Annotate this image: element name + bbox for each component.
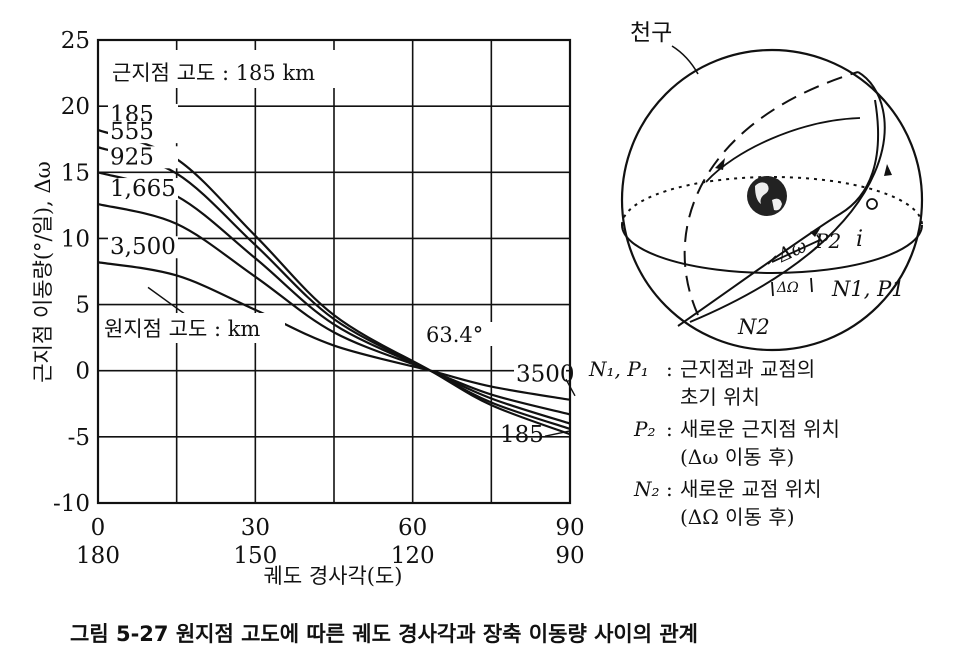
celestial-sphere-label: 천구 xyxy=(630,20,672,46)
right-label-bottom: 185 xyxy=(500,422,544,448)
y-tick-label: 20 xyxy=(61,94,90,120)
orbit-arc-upper xyxy=(706,118,860,182)
chart-annotation: 근지점 고도 : 185 km xyxy=(112,61,315,85)
legend-colon: : xyxy=(666,417,673,441)
series-label: 3,500 xyxy=(110,234,176,260)
inclination-label: i xyxy=(856,227,863,252)
x-axis-ticks: 0 30 60 90 xyxy=(91,515,585,541)
y-tick-label: 0 xyxy=(75,359,90,385)
p2-label: P2 xyxy=(814,229,841,253)
y-tick-label: -5 xyxy=(68,425,90,451)
y-axis-ticks: 25 20 15 10 5 0 -5 -10 xyxy=(53,28,90,517)
x-axis-label: 궤도 경사각(도) xyxy=(264,564,403,588)
n2-label: N2 xyxy=(737,315,770,339)
series-label: 555 xyxy=(110,119,154,145)
legend-key: N₂ xyxy=(633,477,660,501)
y-tick-label: -10 xyxy=(53,491,90,517)
delta-omega-label: Δω xyxy=(774,235,811,267)
series-label: 925 xyxy=(110,144,154,170)
pointer-line xyxy=(672,46,698,74)
orbit-arrow-icon xyxy=(884,164,892,176)
x-tick-label-secondary: 90 xyxy=(555,543,584,569)
figure-caption: 그림 5-27 원지점 고도에 따른 궤도 경사각과 장축 이동량 사이의 관계 xyxy=(70,622,698,646)
x-tick-label-secondary: 180 xyxy=(76,543,120,569)
equator-front xyxy=(622,225,922,273)
series-header: 원지점 고도 : km xyxy=(104,317,260,341)
legend-text: (Δω 이동 후) xyxy=(680,445,794,469)
y-tick-label: 10 xyxy=(61,226,90,252)
delta-big-omega-label: ΔΩ xyxy=(776,280,799,296)
legend-colon: : xyxy=(666,477,673,501)
perigee-marker xyxy=(867,199,877,209)
legend-text: 새로운 교점 위치 xyxy=(680,477,822,501)
y-axis-label: 근지점 이동량(°/일), Δω xyxy=(31,161,55,383)
orbit-diagram: 천구 Δω P2 i ΔΩ N1, P1 N2 N₁, P₁ xyxy=(588,20,922,529)
n1p1-label: N1, P1 xyxy=(831,277,905,301)
x-tick-label: 30 xyxy=(241,515,270,541)
y-tick-label: 15 xyxy=(61,160,90,186)
x-tick-label: 90 xyxy=(555,515,584,541)
legend-colon: : xyxy=(666,357,673,381)
y-tick-label: 25 xyxy=(61,28,90,54)
legend-text: 근지점과 교점의 xyxy=(680,357,815,381)
diagram-legend: N₁, P₁ : 근지점과 교점의 초기 위치 P₂ : 새로운 근지점 위치 … xyxy=(588,357,840,529)
series-label: 1,665 xyxy=(110,176,176,202)
legend-key: P₂ xyxy=(633,417,655,441)
crossing-label: 63.4° xyxy=(426,323,483,347)
earth-icon xyxy=(747,176,787,216)
legend-key: N₁, P₁ xyxy=(588,357,649,381)
legend-text: 초기 위치 xyxy=(680,385,760,409)
y-tick-label: 5 xyxy=(75,293,90,319)
legend-text: (ΔΩ 이동 후) xyxy=(680,505,795,529)
x-tick-label: 0 xyxy=(91,515,106,541)
x-tick-label: 60 xyxy=(398,515,427,541)
right-label-top: 3500 xyxy=(516,361,575,387)
legend-text: 새로운 근지점 위치 xyxy=(680,417,840,441)
